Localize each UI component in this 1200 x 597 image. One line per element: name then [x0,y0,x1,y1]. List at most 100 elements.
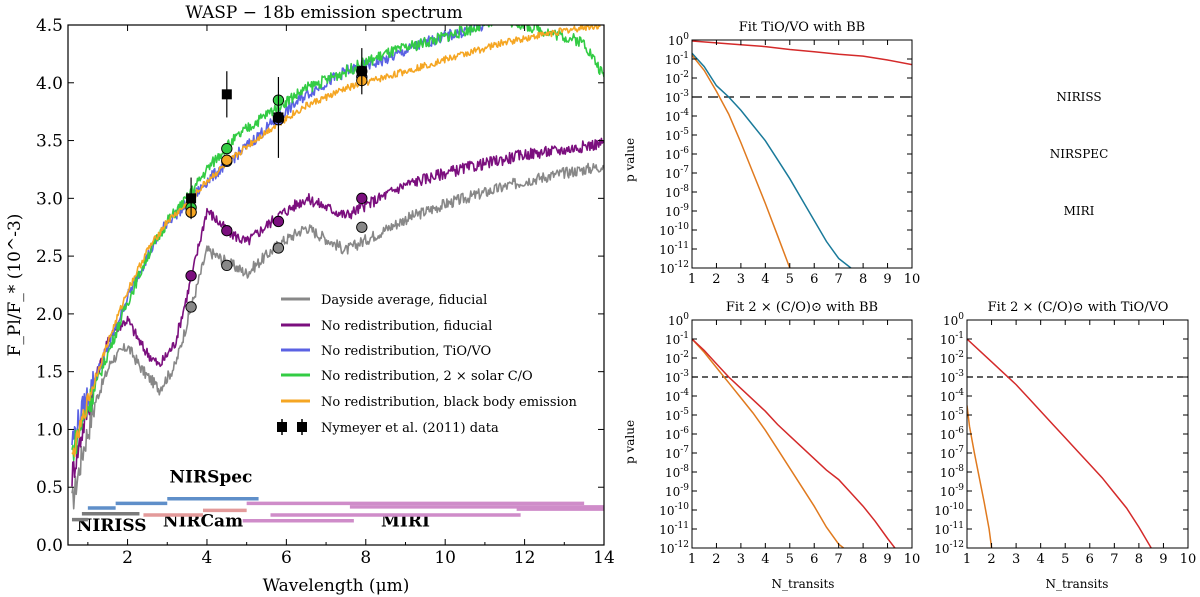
pvalue-line-nirspec [692,338,845,548]
y-tick-label: 10-8 [940,464,964,480]
y-tick-label: 10-9 [665,483,689,499]
x-tick-label: 3 [737,272,745,287]
pvalue-line-niriss [692,52,852,268]
y-tick-label: 100 [943,312,964,328]
y-tick-label: 10-8 [665,464,689,480]
x-tick-label: 4 [761,272,769,287]
model-point-dayside-average-fiducial [272,242,285,254]
y-tick-label: 10-9 [665,203,689,219]
x-tick-label: 9 [883,552,891,567]
x-tick-label: 1 [688,272,696,287]
legend-swatch-data [277,419,307,435]
y-tick-label: 10-1 [940,331,964,347]
model-point-no-redistribution-fiducial [221,225,233,237]
x-tick-label: 8 [859,552,867,567]
panel-fit-tiovo-bb: Fit TiO/VO with BB p value NIRISS NIRSPE… [623,20,1108,287]
pvalue-line-miri [692,338,896,548]
panel-fit-co-tiovo: Fit 2 × (C/O)⊙ with TiO/VO N_transits 1 2… [934,300,1196,591]
y-tick-label: 10-7 [940,445,964,461]
legend-label-blackbody: No redistribution, black body emission [321,395,578,410]
panel1-legend-niriss: NIRISS [1056,90,1101,104]
panel-frame [966,319,1189,549]
y-tick-label: 10-12 [659,540,689,556]
x-tick-label: 12 [514,548,536,568]
x-tick-label: 8 [1135,552,1143,567]
main-markers [185,48,368,313]
y-tick-label: 2.5 [36,247,63,267]
x-tick-label: 9 [883,272,891,287]
model-point-no-redistribution-fiducial [356,192,368,204]
x-tick-label: 8 [859,272,867,287]
model-point-no-redistribution-fiducial [272,215,285,228]
y-tick-label: 10-3 [665,89,689,105]
y-tick-label: 10-1 [665,51,689,67]
pvalue-line-nirspec [692,54,791,268]
instrument-coverage: NIRISS NIRSpec NIRCam MIRI [71,468,604,536]
panel1-legend-miri: MIRI [1064,204,1095,218]
y-tick-label: 10-6 [940,426,964,442]
y-tick-label: 100 [668,312,689,328]
data-point [273,112,284,123]
y-tick-label: 10-12 [934,540,964,556]
x-tick-label: 7 [1110,552,1118,567]
y-tick-label: 10-2 [665,350,689,366]
y-tick-label: 10-8 [665,184,689,200]
main-chart-title: WASP − 18b emission spectrum [185,3,462,23]
x-tick-label: 8 [360,548,371,568]
pvalue-series [692,40,912,268]
x-tick-label: 7 [835,552,843,567]
x-tick-label: 6 [1086,552,1094,567]
y-tick-label: 1.0 [36,420,63,440]
main-x-axis-label: Wavelength (μm) [263,576,410,596]
y-tick-label: 10-5 [665,407,689,423]
y-tick-label: 10-11 [659,521,689,537]
x-tick-label: 10 [904,552,921,567]
y-tick-label: 10-11 [659,241,689,257]
y-tick-label: 3.0 [36,189,63,209]
y-tick-label: 10-6 [665,146,689,162]
main-legend: Dayside average, fiducial No redistribut… [277,293,578,436]
pvalue-line-miri [692,40,912,66]
instrument-label-niriss: NIRISS [77,516,147,536]
panel1-legend-nirspec: NIRSPEC [1050,147,1109,161]
x-tick-label: 2 [712,272,720,287]
y-tick-label: 10-10 [934,502,964,518]
y-tick-label: 100 [668,32,689,48]
series-line-dayside-average-fiducial [71,162,604,510]
y-tick-label: 10-3 [665,369,689,385]
x-tick-label: 5 [786,552,794,567]
y-tick-label: 10-9 [940,483,964,499]
x-tick-label: 6 [281,548,292,568]
panel2-x-label: N_transits [772,577,835,591]
y-tick-label: 10-11 [934,521,964,537]
pvalue-line-miri [967,338,1152,548]
x-tick-label: 5 [1061,552,1069,567]
series-line-no-redistribution-2-solar-c-o [71,25,604,462]
panel-frame [691,319,913,549]
y-tick-label: 3.5 [36,132,63,152]
x-tick-label: 6 [810,272,818,287]
x-tick-label: 4 [761,552,769,567]
y-tick-label: 10-2 [665,70,689,86]
panel1-title: Fit TiO/VO with BB [739,20,865,35]
x-tick-label: 2 [987,552,995,567]
y-tick-label: 10-10 [659,222,689,238]
data-point [186,193,197,204]
y-tick-label: 10-2 [940,350,964,366]
panel3-x-label: N_transits [1046,577,1109,591]
panel2-y-label: p value [623,420,637,464]
legend-label-data: Nymeyer et al. (2011) data [321,421,499,436]
panel2-title: Fit 2 × (C/O)⊙ with BB [726,300,878,315]
legend-label-co: No redistribution, 2 × solar C/O [321,369,533,384]
model-point-no-redistribution-2-solar-c-o [221,142,233,155]
y-tick-label: 10-1 [665,331,689,347]
legend-label-dayside: Dayside average, fiducial [321,293,487,308]
x-tick-label: 1 [963,552,971,567]
main-y-axis-label: F_Pl/F_* (10^-3) [5,214,25,357]
panel-frame [691,39,913,269]
model-point-no-redistribution-fiducial [185,270,197,282]
x-tick-label: 5 [786,272,794,287]
x-tick-label: 10 [434,548,456,568]
x-tick-label: 3 [737,552,745,567]
